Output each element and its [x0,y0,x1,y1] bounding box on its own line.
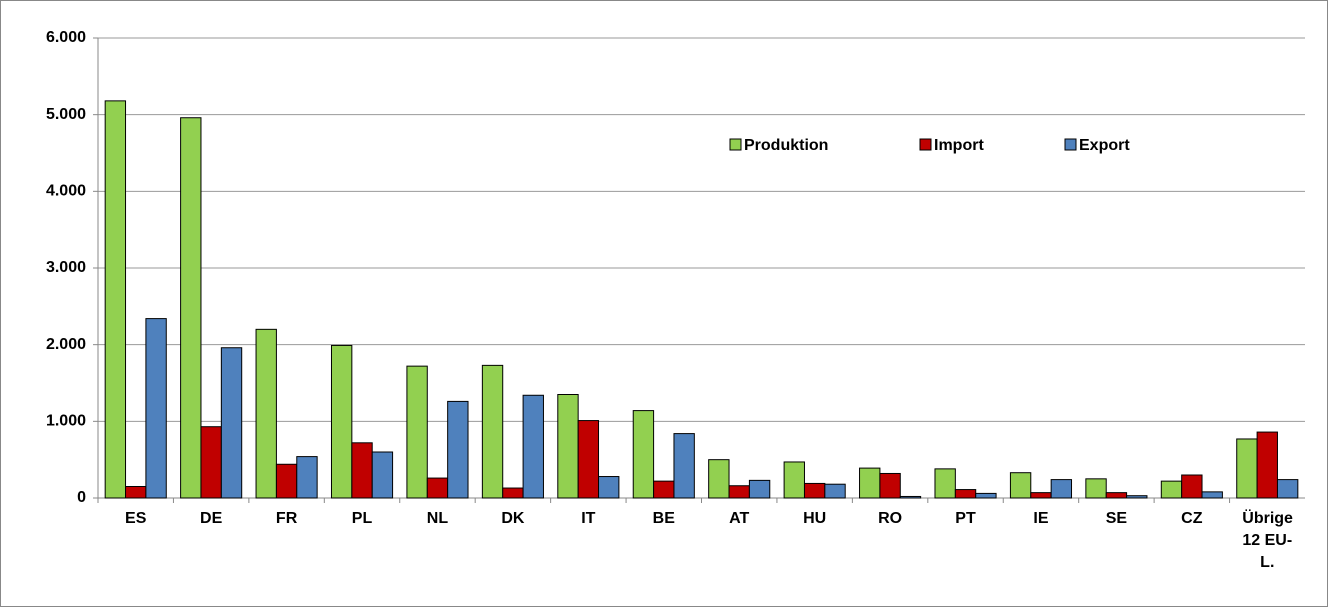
bar [145,318,167,499]
bar [673,433,695,499]
bar [708,459,730,499]
legend-label: Import [934,137,984,154]
x-tick-label: IE [1033,510,1049,527]
bar [426,477,449,499]
x-tick-label: FR [275,510,298,527]
bar [502,487,524,499]
bar [104,100,127,499]
x-tick-label: CZ [1181,510,1203,527]
bar [351,442,373,499]
bar [1256,431,1278,499]
bar [125,486,147,499]
x-tick-label: Übrige 12 EU-L. [1242,510,1293,571]
y-tick-label: 2.000 [46,336,86,353]
x-tick-label: PL [351,510,373,527]
bar [1276,479,1299,499]
bar [879,472,901,499]
bar [598,476,620,499]
bar [1050,479,1073,499]
bar [1009,472,1032,499]
y-tick-label: 6.000 [46,29,86,46]
bar [653,480,675,499]
bar [954,489,977,499]
x-tick-label: NL [426,510,449,527]
legend-label: Produktion [744,137,828,154]
bar [859,467,881,499]
x-tick-label: SE [1105,510,1128,527]
bar [934,468,956,499]
bar [632,410,655,499]
bar [728,485,750,499]
x-tick-label: HU [803,510,827,527]
legend-swatch [919,138,932,151]
bar [481,364,504,499]
bar [447,400,469,499]
bar [1236,438,1258,499]
bar [1181,474,1203,499]
x-tick-label: DK [501,510,525,527]
y-tick-label: 1.000 [46,413,86,430]
y-tick-label: 4.000 [46,183,86,200]
legend-swatch [1064,138,1077,151]
bar [1085,478,1107,499]
bar [220,347,243,499]
bar [371,451,394,499]
bar [200,426,222,499]
bar [255,328,277,499]
legend-label: Export [1079,137,1130,154]
bar [975,492,997,499]
x-tick-label: ES [125,510,147,527]
bar [1030,492,1052,499]
y-tick-label: 0 [77,489,86,506]
legend-swatch [729,138,742,151]
x-tick-label: DE [200,510,223,527]
bar [1160,480,1183,499]
bar [899,495,922,499]
x-tick-label: RO [878,510,903,527]
bar [275,463,298,499]
x-tick-label: BE [652,510,675,527]
bar [1105,492,1128,499]
bar [803,482,826,499]
bar [522,394,544,499]
x-tick-label: IT [581,510,596,527]
bar [748,479,771,499]
bar [557,394,579,499]
bar [406,365,428,499]
bar [1201,491,1223,499]
x-tick-label: AT [729,510,750,527]
bar [824,483,846,499]
bar [1126,495,1148,499]
bar [180,117,202,499]
y-tick-label: 5.000 [46,106,86,123]
bar [330,344,353,499]
bar [783,461,805,499]
y-tick-label: 3.000 [46,259,86,276]
x-tick-label: PT [955,510,976,527]
bar [296,456,318,499]
bar [577,420,600,499]
